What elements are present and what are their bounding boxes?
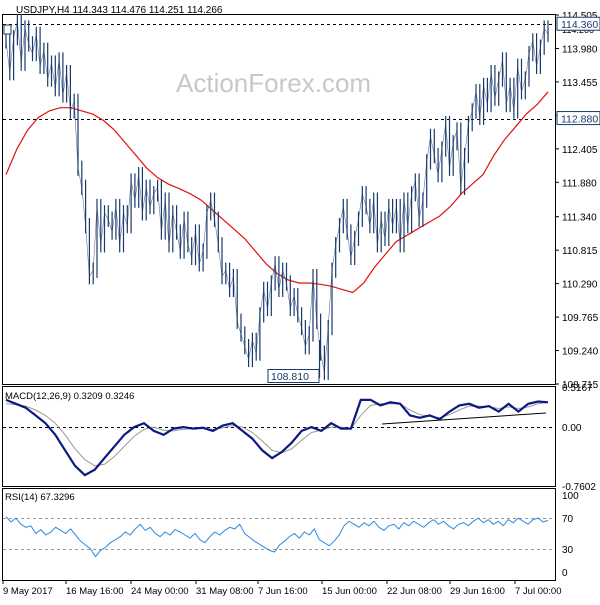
rsi-panel-frame <box>2 488 556 581</box>
rsi-line <box>5 516 549 558</box>
x-tick-label: 7 Jul 00:00 <box>515 586 561 597</box>
price-levels <box>3 24 555 120</box>
current-price-box <box>556 16 600 31</box>
x-tick-label: 24 May 00:00 <box>131 586 189 597</box>
x-tick-label: 29 Jun 16:00 <box>450 586 505 597</box>
level-price-label: 112.880 <box>561 114 598 126</box>
rsi-tick-label: 70 <box>562 514 574 525</box>
low-label-box <box>267 369 320 383</box>
x-tick-label: 31 May 08:00 <box>196 586 254 597</box>
x-axis: 9 May 2017 16 May 16:00 24 May 00:00 31 May… <box>2 580 561 597</box>
rsi-layer <box>3 516 555 558</box>
rsi-label: RSI(14) 67.3296 <box>5 492 75 503</box>
x-tick-label: 22 Jun 08:00 <box>387 586 442 597</box>
price-tick-label: 109.240 <box>562 347 599 358</box>
macd-trendline <box>381 412 547 425</box>
rsi-tick-label: 0 <box>562 568 568 579</box>
x-tick-label: 15 Jun 00:00 <box>322 586 377 597</box>
level-price-box <box>556 111 600 126</box>
low-label: 108.810 <box>271 371 309 383</box>
macd-tick-label: 0.00 <box>562 423 582 434</box>
macd-layer <box>3 398 555 477</box>
x-tick-label: 7 Jun 16:00 <box>258 586 308 597</box>
macd-signal-line <box>5 401 549 467</box>
macd-panel-frame <box>2 386 556 487</box>
price-tick-label: 110.290 <box>562 280 598 291</box>
price-tick-label: 113.455 <box>562 78 598 89</box>
price-tick-label: 108.715 <box>562 380 599 391</box>
price-panel-frame <box>2 14 556 385</box>
x-tick-label: 9 May 2017 <box>3 586 53 597</box>
chart-header: USDJPY,H4 114.343 114.476 114.251 114.26… <box>16 5 223 16</box>
moving-average-line <box>5 91 549 294</box>
price-tick-label: 114.505 <box>562 11 598 22</box>
x-tick-label: 16 May 16:00 <box>66 586 124 597</box>
price-tick-label: 111.880 <box>562 178 597 189</box>
current-price-label: 114.360 <box>561 19 598 31</box>
price-tick-label: 112.405 <box>562 145 598 156</box>
macd-tick-label: -0.7602 <box>562 482 596 493</box>
price-tick-label: 113.980 <box>562 44 598 55</box>
rsi-tick-label: 100 <box>562 491 579 502</box>
macd-label: MACD(12,26,9) 0.3209 0.3246 <box>5 391 134 402</box>
price-series-layer <box>5 14 549 380</box>
price-tick-label: 110.815 <box>562 246 598 257</box>
macd-axis-ticks: 0.5167 0.00 -0.7602 <box>562 383 596 493</box>
macd-tick-label: 0.5167 <box>562 383 593 394</box>
rsi-tick-label: 30 <box>562 545 574 556</box>
price-line <box>5 21 549 373</box>
rsi-axis-ticks: 100 70 30 0 <box>562 491 579 579</box>
price-tick-label: 111.340 <box>562 213 597 224</box>
price-tick-label: 109.765 <box>562 313 599 324</box>
moving-average-layer <box>5 91 549 294</box>
watermark: ActionForex.com <box>176 68 371 98</box>
macd-main-line <box>5 398 549 477</box>
corner-marker-icon <box>3 24 12 35</box>
